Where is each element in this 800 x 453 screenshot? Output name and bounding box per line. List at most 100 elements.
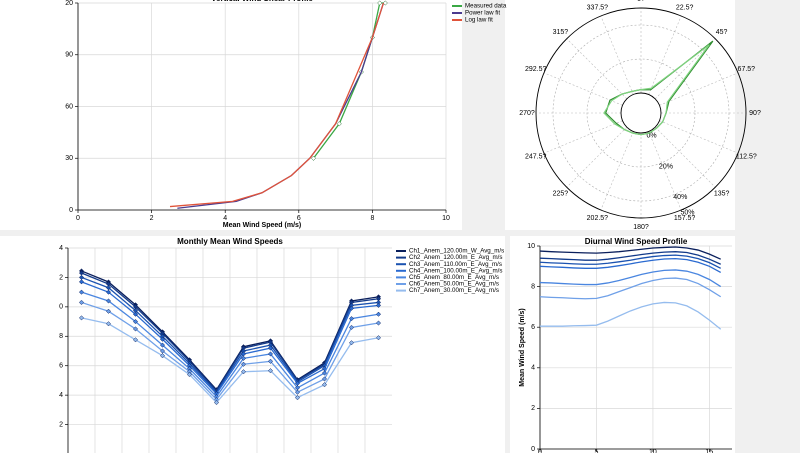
y-tick-label: 8	[59, 333, 63, 340]
x-tick-label: 15	[706, 449, 714, 453]
marker	[78, 299, 85, 305]
x-tick-label: 5	[595, 449, 599, 453]
y-tick-label: 8	[531, 283, 535, 290]
series-line	[539, 269, 722, 288]
x-axis-title: Mean Wind Speed (m/s)	[223, 222, 302, 229]
marker	[159, 336, 166, 342]
marker	[186, 371, 193, 378]
y-tick-label: 10	[527, 243, 535, 250]
y-tick-label: 0	[69, 207, 73, 214]
direction-label: 67.5?	[738, 66, 756, 73]
marker	[78, 289, 85, 295]
direction-label: 315?	[553, 29, 569, 36]
direction-label: 225?	[553, 190, 569, 197]
legend-label: Ch7_Anem_30.00m_E_Avg_m/s	[409, 287, 499, 294]
legend-label: Log law fit	[465, 17, 493, 24]
y-tick-label: 2	[59, 274, 63, 281]
series-line	[540, 301, 722, 330]
marker	[267, 368, 274, 374]
series-line	[539, 257, 722, 273]
marker	[267, 358, 274, 364]
radial-tick-label: 40%	[673, 194, 687, 201]
marker	[321, 376, 328, 382]
direction-label: 0?	[637, 0, 645, 3]
marker	[348, 340, 355, 346]
direction-label: 337.5?	[587, 5, 609, 12]
y-tick-label: 4	[531, 365, 535, 372]
chart-title: Monthly Mean Wind Speeds	[177, 237, 283, 246]
direction-label: 45?	[716, 29, 728, 36]
marker	[105, 321, 112, 327]
ring	[535, 7, 747, 219]
legend-label: Ch4_Anem_100.00m_E_Avg_m/s	[409, 267, 502, 274]
marker	[267, 345, 274, 351]
legend-label: Ch2_Anem_120.00m_E_Avg_m/s	[409, 254, 502, 261]
legend-label: Measured data	[465, 3, 507, 10]
series-line	[539, 277, 722, 300]
marker	[105, 308, 112, 314]
series-line	[539, 251, 721, 265]
marker	[240, 361, 247, 367]
marker	[159, 342, 166, 348]
plot-area	[540, 246, 732, 449]
x-tick-label: 10	[442, 215, 450, 222]
x-tick-label: 8	[370, 215, 374, 222]
series-line	[539, 254, 722, 269]
marker	[294, 389, 301, 395]
y-tick-label: 2	[531, 405, 535, 412]
y-tick-label: 0	[531, 446, 535, 453]
direction-label: 90?	[749, 110, 761, 117]
panel	[505, 0, 735, 230]
marker	[336, 121, 342, 127]
marker	[105, 289, 112, 295]
marker	[213, 399, 220, 406]
series-line	[81, 272, 379, 392]
marker	[348, 324, 355, 331]
direction-label: 112.5?	[736, 153, 757, 160]
x-tick-label: 0	[538, 449, 542, 453]
marker	[375, 302, 382, 308]
y-axis-title: Mean Wind Speed (m/s)	[519, 308, 526, 387]
x-tick-label: 0	[76, 215, 80, 222]
marker	[267, 351, 274, 357]
x-tick-label: 6	[297, 215, 301, 222]
legend-label: Ch5_Anem_80.00m_E_Avg_m/s	[409, 274, 499, 281]
y-tick-label: 20	[65, 0, 73, 7]
marker	[132, 337, 139, 343]
y-tick-label: 6	[531, 324, 535, 331]
x-tick-label: 4	[223, 215, 227, 222]
y-tick-label: 90	[65, 52, 73, 59]
y-tick-label: 2	[59, 421, 63, 428]
chart: 2 4 6 8 0 2 4 Monthly Mean Wind Speeds Ch1_Anem_…	[59, 237, 504, 453]
marker	[377, 0, 383, 6]
ring	[620, 92, 662, 134]
legend-label: Power law fit	[465, 10, 500, 17]
radial-tick-label: 20%	[659, 163, 673, 170]
y-tick-label: 30	[65, 155, 73, 162]
marker	[294, 395, 301, 401]
radial-tick-label: 50%	[680, 210, 694, 217]
marker	[78, 279, 85, 285]
marker	[132, 319, 139, 325]
marker	[132, 311, 139, 317]
marker	[348, 305, 355, 311]
y-tick-label: 4	[59, 245, 63, 252]
marker	[240, 369, 247, 375]
legend-label: Ch6_Anem_50.00m_E_Avg_m/s	[409, 281, 499, 288]
x-tick-label: 10	[649, 449, 657, 453]
marker	[375, 335, 382, 341]
series-line	[81, 301, 379, 401]
direction-label: 247.5?	[525, 153, 547, 160]
chart-title: Diurnal Wind Speed Profile	[585, 237, 688, 246]
legend-label: Ch3_Anem_110.00m_E_Avg_m/s	[409, 261, 502, 268]
chart-title: Vertical Wind Shear Profile	[211, 0, 313, 3]
y-tick-label: 60	[65, 103, 73, 110]
ring	[552, 24, 730, 202]
series-line	[81, 291, 379, 398]
y-tick-label: 6	[59, 363, 63, 370]
series-line	[81, 317, 379, 404]
series-line	[81, 276, 379, 394]
chart: 0 30 60 90 20 0 2 4 6 8 10 Vertical Wind Shear Prof…	[65, 0, 507, 229]
